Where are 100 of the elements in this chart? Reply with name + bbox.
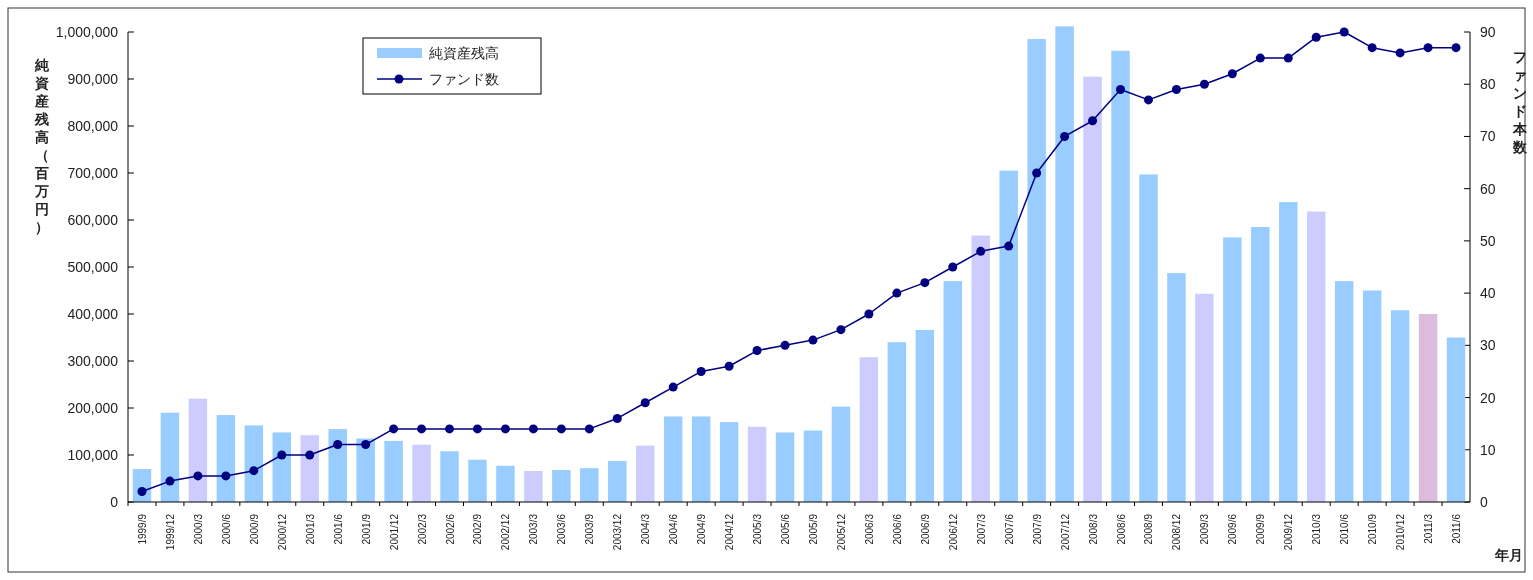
bar bbox=[608, 461, 627, 502]
x-tick-label: 2011/3 bbox=[1423, 513, 1435, 544]
point bbox=[836, 325, 846, 335]
point bbox=[1227, 69, 1237, 79]
bar bbox=[216, 415, 236, 502]
x-tick-label: 2002/9 bbox=[472, 513, 484, 545]
legend-label: 純資産残高 bbox=[429, 45, 499, 61]
point bbox=[808, 335, 818, 345]
x-tick-label: 2005/6 bbox=[780, 513, 792, 545]
point bbox=[696, 366, 706, 376]
bar bbox=[244, 425, 264, 502]
bar bbox=[356, 438, 375, 502]
x-tick-label: 2000/3 bbox=[192, 513, 204, 545]
bar bbox=[1223, 237, 1242, 502]
point bbox=[361, 440, 371, 450]
x-tick-label: 1999/9 bbox=[136, 513, 148, 545]
x-tick-label: 2010/12 bbox=[1395, 513, 1407, 551]
x-tick-label: 2009/9 bbox=[1255, 513, 1267, 545]
bar bbox=[1362, 290, 1382, 502]
x-tick-label: 2008/6 bbox=[1115, 513, 1127, 545]
point bbox=[752, 346, 762, 356]
point bbox=[1255, 53, 1265, 63]
x-tick-label: 2001/12 bbox=[388, 513, 400, 551]
x-tick-label: 2009/12 bbox=[1283, 513, 1295, 551]
y-tick-label: 500,000 bbox=[67, 259, 119, 275]
bar bbox=[803, 430, 823, 502]
x-tick-label: 2002/3 bbox=[416, 513, 428, 545]
x-tick-label: 2001/6 bbox=[332, 513, 344, 545]
x-tick-label: 2009/3 bbox=[1199, 513, 1211, 545]
x-tick-label: 2001/3 bbox=[304, 513, 316, 545]
bar bbox=[412, 444, 431, 502]
bar bbox=[552, 470, 571, 502]
y-tick-label: 600,000 bbox=[67, 212, 119, 228]
bar bbox=[468, 459, 487, 502]
x-tick-label: 2003/3 bbox=[528, 513, 540, 545]
x-tick-label: 2004/12 bbox=[724, 513, 736, 551]
bar bbox=[887, 342, 907, 502]
x-tick-label: 2002/12 bbox=[500, 513, 512, 551]
y-tick-label: 200,000 bbox=[67, 400, 119, 416]
bar bbox=[1167, 273, 1186, 502]
bar bbox=[440, 451, 459, 502]
point bbox=[193, 471, 203, 481]
point bbox=[1311, 32, 1321, 42]
x-tick-label: 2001/9 bbox=[360, 513, 372, 545]
bar bbox=[1307, 211, 1326, 502]
x-tick-label: 2010/6 bbox=[1339, 513, 1351, 545]
bar bbox=[943, 281, 962, 502]
bar bbox=[1251, 227, 1270, 502]
bar bbox=[188, 398, 208, 502]
x-tick-label: 2005/9 bbox=[807, 513, 819, 545]
y2-tick-label: 0 bbox=[1480, 494, 1488, 510]
bar bbox=[1195, 293, 1214, 502]
point bbox=[780, 340, 790, 350]
x-tick-label: 2004/3 bbox=[640, 513, 652, 545]
point bbox=[1395, 48, 1405, 58]
x-tick-label: 2003/6 bbox=[556, 513, 568, 545]
bar bbox=[859, 357, 879, 502]
x-tick-label: 2008/12 bbox=[1171, 513, 1183, 551]
x-tick-label: 2006/12 bbox=[947, 513, 959, 551]
y2-tick-label: 90 bbox=[1480, 24, 1496, 40]
bar bbox=[747, 426, 767, 502]
point bbox=[1171, 84, 1181, 94]
bar bbox=[636, 445, 655, 502]
point bbox=[165, 476, 175, 486]
bar bbox=[719, 422, 739, 502]
point bbox=[333, 440, 343, 450]
point bbox=[724, 361, 734, 371]
bar bbox=[1139, 174, 1158, 502]
x-tick-label: 2010/3 bbox=[1311, 513, 1323, 545]
point bbox=[389, 424, 399, 434]
point bbox=[1143, 95, 1153, 105]
bar bbox=[272, 432, 291, 502]
point bbox=[556, 424, 566, 434]
y-tick-label: 1,000,000 bbox=[55, 24, 119, 40]
point bbox=[668, 382, 678, 392]
bar bbox=[328, 429, 347, 502]
y-tick-label: 700,000 bbox=[67, 165, 119, 181]
bar bbox=[691, 416, 711, 502]
point bbox=[221, 471, 231, 481]
point bbox=[1451, 43, 1461, 53]
point bbox=[1004, 241, 1014, 251]
bar bbox=[831, 406, 851, 502]
point bbox=[500, 424, 510, 434]
point bbox=[1032, 168, 1042, 178]
point bbox=[1283, 53, 1293, 63]
x-tick-label: 2011/6 bbox=[1451, 513, 1463, 544]
bar bbox=[999, 170, 1018, 502]
y2-tick-label: 10 bbox=[1480, 441, 1496, 458]
y-tick-label: 100,000 bbox=[67, 447, 119, 463]
x-tick-label: 2006/3 bbox=[863, 513, 875, 545]
x-axis-title: 年月 bbox=[1494, 547, 1523, 563]
bar bbox=[1279, 202, 1298, 502]
point bbox=[417, 424, 427, 434]
bar bbox=[496, 465, 515, 502]
y-tick-label: 900,000 bbox=[67, 71, 119, 87]
point bbox=[1339, 27, 1349, 37]
x-tick-label: 2007/3 bbox=[975, 513, 987, 545]
bar bbox=[971, 235, 990, 502]
bar bbox=[663, 416, 683, 502]
y2-tick-label: 30 bbox=[1480, 337, 1496, 354]
